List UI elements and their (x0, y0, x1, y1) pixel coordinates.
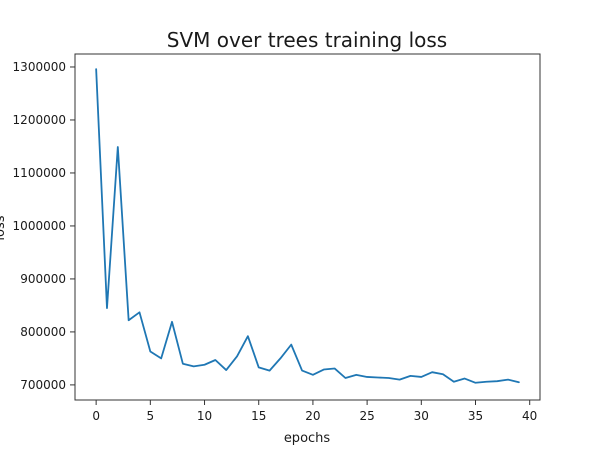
data-point (442, 373, 444, 375)
y-tick-label: 900000 (20, 272, 66, 286)
data-point (171, 321, 173, 323)
data-point (258, 366, 260, 368)
x-tick-label: 20 (305, 409, 320, 423)
x-tick-label: 10 (197, 409, 212, 423)
data-point (507, 379, 509, 381)
data-point (290, 344, 292, 346)
x-tick-label: 40 (522, 409, 537, 423)
x-tick-label: 15 (251, 409, 266, 423)
loss-series-line (95, 68, 520, 384)
data-point (138, 311, 140, 313)
y-tick-label: 1300000 (13, 60, 66, 74)
y-tick-label: 700000 (20, 378, 66, 392)
y-tick-label: 1200000 (13, 113, 66, 127)
x-axis-label: epochs (284, 431, 331, 446)
data-point (485, 381, 487, 383)
data-point (431, 371, 433, 373)
data-point (236, 355, 238, 357)
data-point (214, 359, 216, 361)
data-point (301, 370, 303, 372)
data-point (377, 376, 379, 378)
data-point (128, 319, 130, 321)
data-point (388, 377, 390, 379)
y-tick-label: 1100000 (13, 166, 66, 180)
data-point (149, 351, 151, 353)
data-point (106, 307, 108, 309)
data-point (399, 379, 401, 381)
x-tick-label: 30 (414, 409, 429, 423)
plot-frame (74, 53, 541, 401)
data-point (355, 374, 357, 376)
data-point (95, 68, 97, 70)
data-point (160, 357, 162, 359)
data-point (225, 369, 227, 371)
x-tick-label: 0 (92, 409, 100, 423)
data-point (247, 335, 249, 337)
data-point (420, 376, 422, 378)
x-tick-label: 25 (359, 409, 374, 423)
chart-title: SVM over trees training loss (167, 28, 447, 52)
data-point (193, 365, 195, 367)
data-point (464, 378, 466, 380)
y-tick-label: 800000 (20, 325, 66, 339)
data-point (323, 369, 325, 371)
data-point (453, 381, 455, 383)
x-tick-label: 35 (468, 409, 483, 423)
data-point (409, 375, 411, 377)
x-tick-label: 5 (147, 409, 155, 423)
y-tick-label: 1000000 (13, 219, 66, 233)
data-point (475, 382, 477, 384)
data-point (182, 363, 184, 365)
y-axis-label: loss (0, 215, 8, 240)
data-point (334, 367, 336, 369)
data-point (117, 146, 119, 148)
data-point (518, 381, 520, 383)
data-point (269, 370, 271, 372)
plot-area: 0 5 10 15 20 25 30 35 40 700000 800000 900000 100000… (13, 53, 541, 423)
data-point (312, 374, 314, 376)
data-point (204, 364, 206, 366)
data-point (344, 377, 346, 379)
data-point (366, 376, 368, 378)
data-point (496, 380, 498, 382)
data-point (279, 357, 281, 359)
